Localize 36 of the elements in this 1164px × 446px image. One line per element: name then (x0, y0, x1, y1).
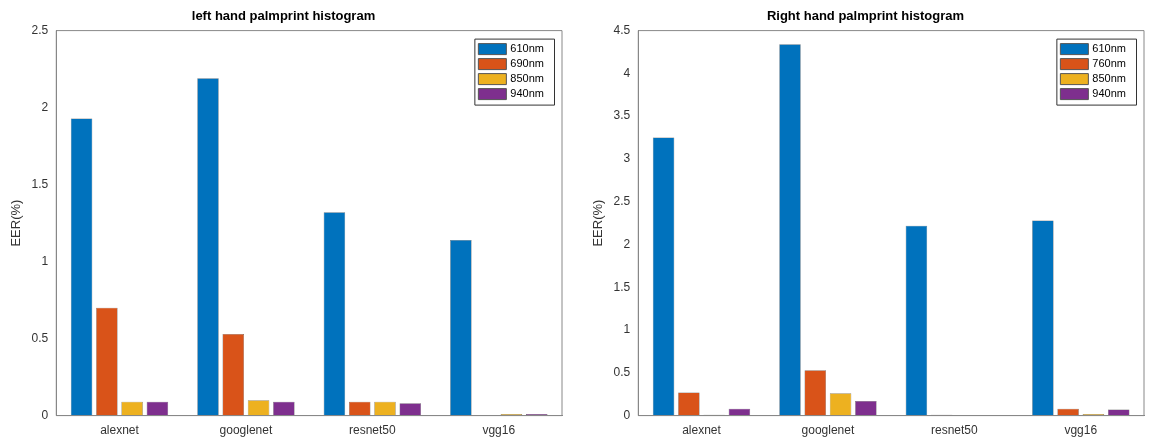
y-axis-title: EER(%) (8, 199, 24, 247)
y-axis-title: EER(%) (590, 199, 606, 247)
x-tick-label: vgg16 (482, 423, 516, 438)
chart-title: left hand palmprint histogram (191, 8, 376, 24)
y-tick-label: 0 (41, 407, 49, 422)
legend-label: 940nm (510, 87, 545, 100)
x-tick-label: alexnet (100, 423, 140, 438)
legend-label: 760nm (1092, 57, 1127, 70)
y-tick-label: 0.5 (613, 365, 631, 380)
legend-label: 690nm (510, 57, 545, 70)
legend-label: 940nm (1092, 87, 1127, 100)
y-tick-label: 0.5 (31, 330, 49, 345)
legend-label: 610nm (510, 42, 545, 55)
x-tick-label: alexnet (682, 423, 722, 438)
y-tick-label: 0 (623, 407, 631, 422)
legend-label: 850nm (510, 72, 545, 85)
y-tick-label: 2.5 (613, 194, 631, 209)
legend-label: 850nm (1092, 72, 1127, 85)
y-tick-label: 1 (41, 253, 49, 268)
y-tick-label: 1.5 (31, 176, 49, 191)
y-tick-label: 4.5 (613, 22, 631, 37)
x-tick-label: googlenet (219, 423, 273, 438)
y-tick-label: 2 (41, 99, 49, 114)
y-tick-label: 3 (623, 151, 631, 166)
y-tick-label: 1 (623, 322, 631, 337)
x-tick-label: vgg16 (1064, 423, 1098, 438)
chart-title: Right hand palmprint histogram (766, 8, 965, 24)
y-tick-label: 2.5 (31, 22, 49, 37)
y-tick-label: 4 (623, 65, 631, 80)
legend-label: 610nm (1092, 42, 1127, 55)
x-tick-label: googlenet (801, 423, 855, 438)
y-tick-label: 3.5 (613, 108, 631, 123)
y-tick-label: 2 (623, 236, 631, 251)
x-tick-label: resnet50 (931, 423, 979, 438)
x-tick-label: resnet50 (349, 423, 397, 438)
y-tick-label: 1.5 (613, 279, 631, 294)
